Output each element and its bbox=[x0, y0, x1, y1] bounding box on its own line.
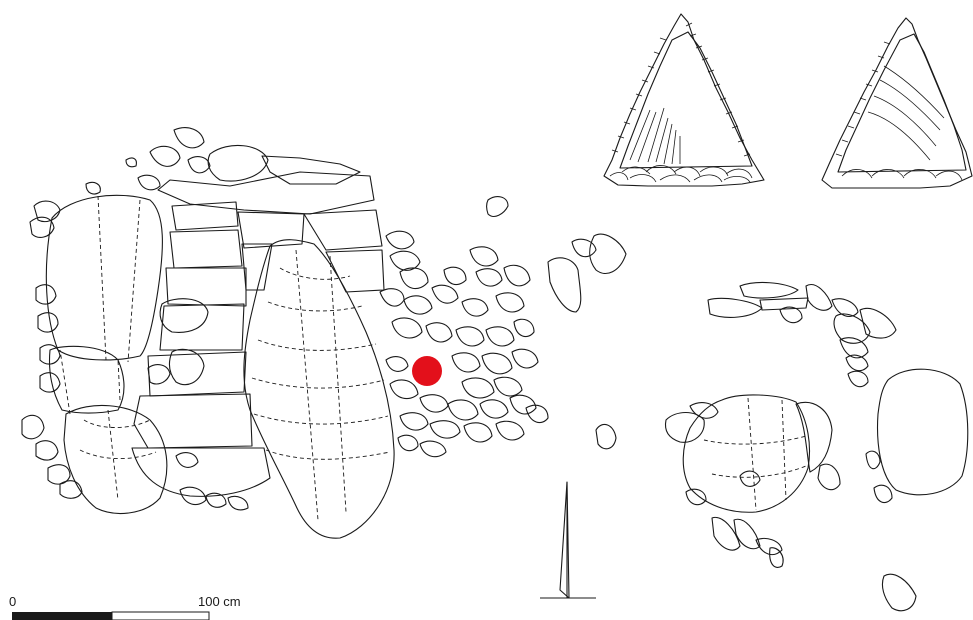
north-arrow-icon bbox=[540, 481, 596, 599]
stone-structure-right bbox=[664, 281, 969, 612]
scale-end-label: 100 cm bbox=[198, 594, 241, 609]
arrowhead-drawing-left bbox=[603, 13, 765, 187]
scale-start-label: 0 bbox=[9, 594, 17, 609]
find-location-marker bbox=[412, 356, 442, 386]
pebble-cluster bbox=[379, 196, 627, 458]
stone-structure-main bbox=[21, 127, 395, 539]
arrowhead-drawing-right bbox=[821, 17, 973, 189]
scale-bar bbox=[12, 611, 210, 620]
